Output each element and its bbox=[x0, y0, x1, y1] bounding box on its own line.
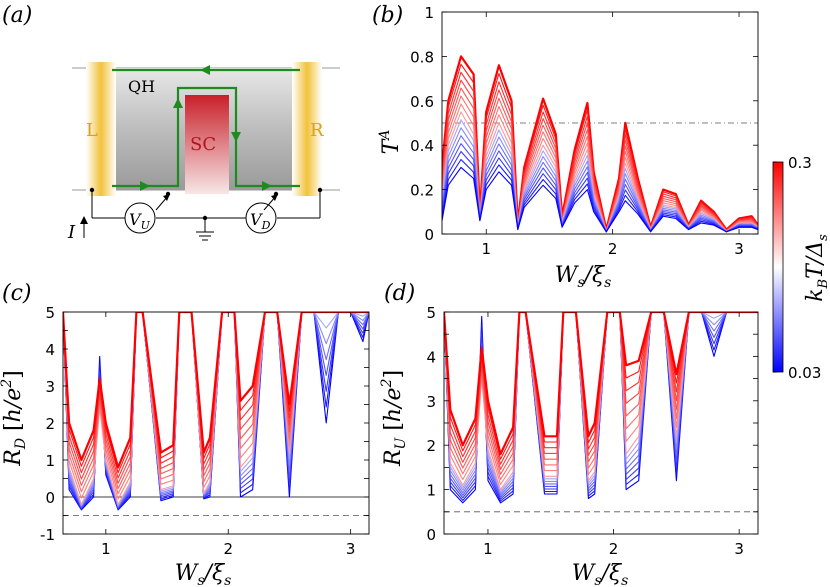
y-tick-label: -1 bbox=[40, 526, 55, 544]
right-lead bbox=[292, 62, 322, 196]
right-lead-label: R bbox=[310, 120, 324, 141]
measurement-circuit bbox=[83, 190, 321, 241]
panel-c-xlabel: Ws/ξs bbox=[175, 561, 232, 587]
colorbar-max-label: 0.3 bbox=[788, 154, 812, 172]
chart-panel-b: 1 2 3 0 0.2 0.4 0.6 0.8 1 bbox=[410, 4, 759, 258]
colorbar-min-label: 0.03 bbox=[788, 364, 821, 382]
edge-arrow-icon bbox=[231, 132, 241, 142]
series-line bbox=[63, 312, 369, 495]
y-tick-label: 0 bbox=[426, 526, 436, 544]
x-tick-label: 1 bbox=[481, 240, 491, 258]
series-line bbox=[442, 150, 758, 233]
y-tick-label: 3 bbox=[45, 378, 55, 396]
y-tick-label: 1 bbox=[426, 482, 436, 500]
series-line bbox=[442, 166, 758, 233]
panel-b-ylabel: TA bbox=[377, 130, 404, 155]
edge-arrow-icon bbox=[140, 181, 150, 191]
left-lead-label: L bbox=[86, 120, 98, 141]
y-tick-label: 3 bbox=[426, 393, 436, 411]
y-tick-label: 4 bbox=[45, 341, 55, 359]
panel-c-ylabel: RD [h/e2] bbox=[0, 370, 29, 467]
series-line bbox=[444, 312, 758, 475]
edge-arrow-icon bbox=[200, 65, 210, 75]
contact-dot bbox=[202, 215, 208, 221]
panel-b-xlabel: Ws/ξs bbox=[555, 263, 612, 291]
y-tick-label: 5 bbox=[426, 304, 436, 322]
series-line bbox=[444, 312, 758, 491]
contact-dot bbox=[273, 191, 279, 197]
sc-label: SC bbox=[190, 134, 216, 155]
y-tick-label: 1 bbox=[424, 4, 434, 22]
y-tick-label: 0.8 bbox=[410, 48, 434, 66]
y-tick-label: 5 bbox=[45, 304, 55, 322]
series-line bbox=[442, 158, 758, 233]
plot-frame bbox=[441, 11, 759, 235]
x-tick-label: 1 bbox=[101, 540, 111, 558]
panel-d-ylabel: RU [h/e2] bbox=[379, 370, 409, 467]
chart-panel-c: 1 2 3 -1 0 1 2 3 4 5 bbox=[40, 304, 370, 558]
x-tick-label: 2 bbox=[608, 240, 618, 258]
panel-label-a: (a) bbox=[2, 3, 32, 28]
panel-label-c: (c) bbox=[2, 281, 32, 306]
series-line bbox=[444, 312, 758, 486]
y-tick-label: 0 bbox=[45, 489, 55, 507]
contact-dot bbox=[165, 191, 171, 197]
y-tick-label: 0.4 bbox=[410, 137, 434, 155]
panel-label-b: (b) bbox=[372, 3, 403, 28]
colorbar-label: kBT/Δs bbox=[803, 234, 830, 302]
chart-panel-d: 1 2 3 0 1 2 3 4 5 bbox=[426, 304, 759, 558]
y-tick-label: 1 bbox=[45, 452, 55, 470]
edge-arrow-icon bbox=[262, 181, 272, 191]
bottom-edge-state bbox=[112, 86, 300, 188]
schematic: QH L R SC I VU VD bbox=[67, 62, 340, 243]
series-line bbox=[63, 312, 369, 490]
qh-label: QH bbox=[128, 77, 155, 96]
x-tick-label: 3 bbox=[734, 240, 744, 258]
plot-frame bbox=[62, 311, 370, 535]
contact-dot bbox=[89, 187, 95, 193]
series-line bbox=[444, 312, 758, 481]
x-tick-label: 2 bbox=[223, 540, 233, 558]
series-line bbox=[442, 143, 758, 233]
current-arrow-icon bbox=[80, 216, 88, 224]
y-tick-label: 2 bbox=[426, 437, 436, 455]
x-tick-label: 3 bbox=[734, 540, 744, 558]
vu-label: VU bbox=[129, 210, 151, 232]
series-line bbox=[444, 312, 758, 470]
left-lead bbox=[86, 62, 116, 196]
series-line bbox=[63, 312, 369, 479]
x-tick-label: 2 bbox=[609, 540, 619, 558]
series-line bbox=[444, 312, 758, 465]
series-line bbox=[63, 312, 369, 500]
x-tick-label: 3 bbox=[346, 540, 356, 558]
contact-dot bbox=[317, 187, 323, 193]
y-tick-label: 0 bbox=[424, 226, 434, 244]
vd-label: VD bbox=[250, 210, 271, 232]
colorbar: 0.3 0.03 kBT/Δs bbox=[772, 154, 830, 382]
y-tick-label: 2 bbox=[45, 415, 55, 433]
panel-label-d: (d) bbox=[384, 281, 415, 306]
current-label: I bbox=[67, 222, 76, 243]
edge-arrow-icon bbox=[173, 98, 183, 108]
superconductor bbox=[185, 95, 229, 194]
series-line bbox=[63, 312, 369, 505]
series-line bbox=[63, 312, 369, 484]
series-line bbox=[442, 135, 758, 233]
y-tick-label: 4 bbox=[426, 348, 436, 366]
x-tick-label: 1 bbox=[483, 540, 493, 558]
panel-d-xlabel: Ws/ξs bbox=[572, 561, 629, 587]
y-tick-label: 0.2 bbox=[410, 182, 434, 200]
series-line bbox=[63, 312, 369, 469]
y-tick-label: 0.6 bbox=[410, 93, 434, 111]
series-line bbox=[444, 312, 758, 456]
